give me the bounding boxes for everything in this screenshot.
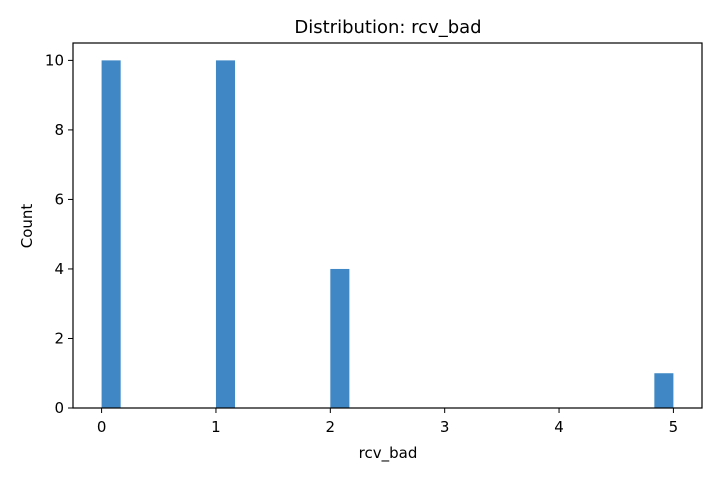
histogram-bar-0 [101, 60, 121, 408]
y-axis-label: Count [18, 204, 36, 249]
y-tick-label-4: 8 [54, 121, 64, 139]
x-axis-label: rcv_bad [359, 444, 418, 463]
histogram-bar-2 [330, 268, 350, 408]
x-tick-label-0: 0 [97, 418, 107, 436]
bars-layer [101, 60, 674, 408]
y-tick-label-1: 2 [54, 329, 64, 347]
y-tick-label-3: 6 [54, 190, 64, 208]
x-tick-label-3: 3 [440, 418, 450, 436]
x-tick-label-2: 2 [326, 418, 336, 436]
y-tick-label-2: 4 [54, 260, 64, 278]
ticks-layer: 0 1 2 3 4 5 0 2 4 6 8 10 [45, 51, 678, 436]
histogram-bar-1 [215, 60, 236, 408]
y-tick-label-0: 0 [54, 399, 64, 417]
x-tick-label-1: 1 [211, 418, 221, 436]
x-tick-label-5: 5 [669, 418, 679, 436]
plot-frame [72, 42, 703, 409]
x-tick-label-4: 4 [554, 418, 564, 436]
histogram-bar-3 [654, 373, 674, 408]
y-tick-label-5: 10 [45, 51, 64, 69]
chart-title: Distribution: rcv_bad [294, 17, 481, 38]
